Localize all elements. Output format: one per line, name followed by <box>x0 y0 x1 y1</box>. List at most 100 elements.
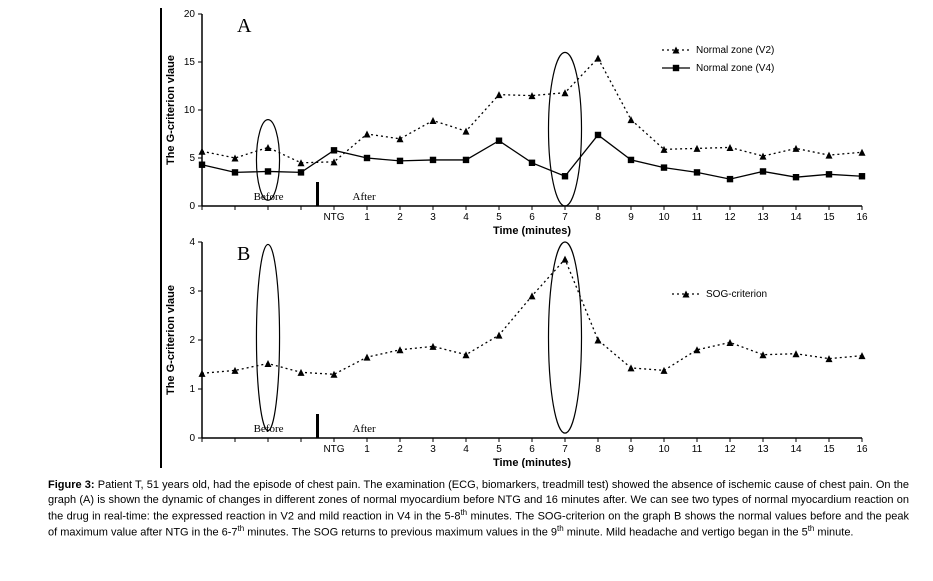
x-tick-label: 10 <box>658 444 670 455</box>
marker-triangle <box>727 144 734 151</box>
legend-label: Normal zone (V4) <box>696 63 774 74</box>
annotation-ellipse <box>256 244 279 430</box>
marker-square <box>826 171 832 177</box>
marker-square <box>694 169 700 175</box>
x-tick-label: 4 <box>463 212 469 223</box>
y-tick-label: 1 <box>189 384 195 395</box>
marker-square <box>628 157 634 163</box>
marker-triangle <box>430 117 437 124</box>
y-tick-label: 10 <box>184 105 196 116</box>
x-tick-label: 9 <box>628 212 634 223</box>
x-tick-label: 2 <box>397 212 403 223</box>
legend-label: SOG-criterion <box>706 289 767 300</box>
marker-square <box>727 176 733 182</box>
x-tick-label: 2 <box>397 444 403 455</box>
marker-triangle <box>265 144 272 151</box>
legend-label: Normal zone (V2) <box>696 45 774 56</box>
marker-triangle <box>496 91 503 98</box>
caption-mid3: minute. Mild headache and vertigo began … <box>564 527 808 539</box>
x-tick-label: 6 <box>529 444 535 455</box>
marker-triangle <box>199 148 206 155</box>
marker-triangle <box>562 256 569 263</box>
marker-triangle <box>859 352 866 359</box>
x-axis-title: Time (minutes) <box>493 225 571 237</box>
after-label: After <box>353 423 377 435</box>
marker-square <box>232 169 238 175</box>
x-tick-label: 16 <box>856 444 868 455</box>
x-tick-label: 7 <box>562 444 568 455</box>
marker-triangle <box>826 152 833 159</box>
y-tick-label: 0 <box>189 201 195 212</box>
x-tick-label: 8 <box>595 444 601 455</box>
chart-container: 05101520NTG12345678910111213141516Time (… <box>160 8 882 468</box>
marker-square <box>661 164 667 170</box>
x-tick-label: 3 <box>430 444 436 455</box>
marker-triangle <box>298 369 305 376</box>
marker-square <box>793 174 799 180</box>
caption-sup3: th <box>557 524 564 533</box>
marker-triangle <box>364 354 371 361</box>
marker-triangle <box>859 149 866 156</box>
y-tick-label: 3 <box>189 286 195 297</box>
x-tick-label: 9 <box>628 444 634 455</box>
marker-square <box>265 168 271 174</box>
marker-square <box>298 169 304 175</box>
marker-square <box>331 147 337 153</box>
after-label: After <box>353 191 377 203</box>
x-tick-label: 15 <box>823 212 835 223</box>
marker-square <box>364 155 370 161</box>
marker-square <box>760 168 766 174</box>
figure-caption: Figure 3: Patient T, 51 years old, had t… <box>48 478 909 541</box>
x-tick-label: 13 <box>757 212 769 223</box>
x-tick-label: 5 <box>496 212 502 223</box>
x-axis-title: Time (minutes) <box>493 457 571 468</box>
marker-triangle <box>496 332 503 339</box>
x-tick-label: 7 <box>562 212 568 223</box>
marker-triangle <box>199 370 206 377</box>
caption-tail: minute. <box>814 527 853 539</box>
annotation-ellipse <box>549 242 582 433</box>
x-tick-label: NTG <box>323 444 344 455</box>
x-tick-label: 4 <box>463 444 469 455</box>
marker-triangle <box>793 350 800 357</box>
marker-square <box>595 132 601 138</box>
panel-title: B <box>237 243 250 265</box>
marker-triangle <box>397 346 404 353</box>
annotation-ellipse <box>549 52 582 206</box>
x-tick-label: 16 <box>856 212 868 223</box>
panel-title: A <box>237 15 252 37</box>
x-tick-label: 8 <box>595 212 601 223</box>
y-axis-title: The G-criterion vlaue <box>165 55 177 165</box>
x-tick-label: 3 <box>430 212 436 223</box>
marker-triangle <box>595 55 602 62</box>
y-tick-label: 15 <box>184 57 196 68</box>
marker-square <box>562 173 568 179</box>
x-tick-label: 12 <box>724 444 736 455</box>
marker-triangle <box>298 159 305 166</box>
y-tick-label: 2 <box>189 335 195 346</box>
y-tick-label: 0 <box>189 433 195 444</box>
caption-mid2: minutes. The SOG returns to previous max… <box>244 527 557 539</box>
x-tick-label: NTG <box>323 212 344 223</box>
y-axis-title: The G-criterion vlaue <box>165 285 177 395</box>
marker-square <box>859 173 865 179</box>
marker-square <box>199 162 205 168</box>
chart-svg: 05101520NTG12345678910111213141516Time (… <box>162 8 882 468</box>
marker-square <box>397 158 403 164</box>
marker-triangle <box>694 145 701 152</box>
before-label: Before <box>254 191 284 203</box>
marker-triangle <box>463 351 470 358</box>
marker-square <box>529 160 535 166</box>
marker-triangle <box>628 364 635 371</box>
y-tick-label: 4 <box>189 237 195 248</box>
y-tick-label: 20 <box>184 9 196 20</box>
annotation-ellipse <box>256 120 279 201</box>
marker-square <box>463 157 469 163</box>
x-tick-label: 1 <box>364 444 370 455</box>
x-tick-label: 6 <box>529 212 535 223</box>
marker-triangle <box>595 337 602 344</box>
marker-triangle <box>265 360 272 367</box>
x-tick-label: 10 <box>658 212 670 223</box>
x-tick-label: 12 <box>724 212 736 223</box>
x-tick-label: 13 <box>757 444 769 455</box>
